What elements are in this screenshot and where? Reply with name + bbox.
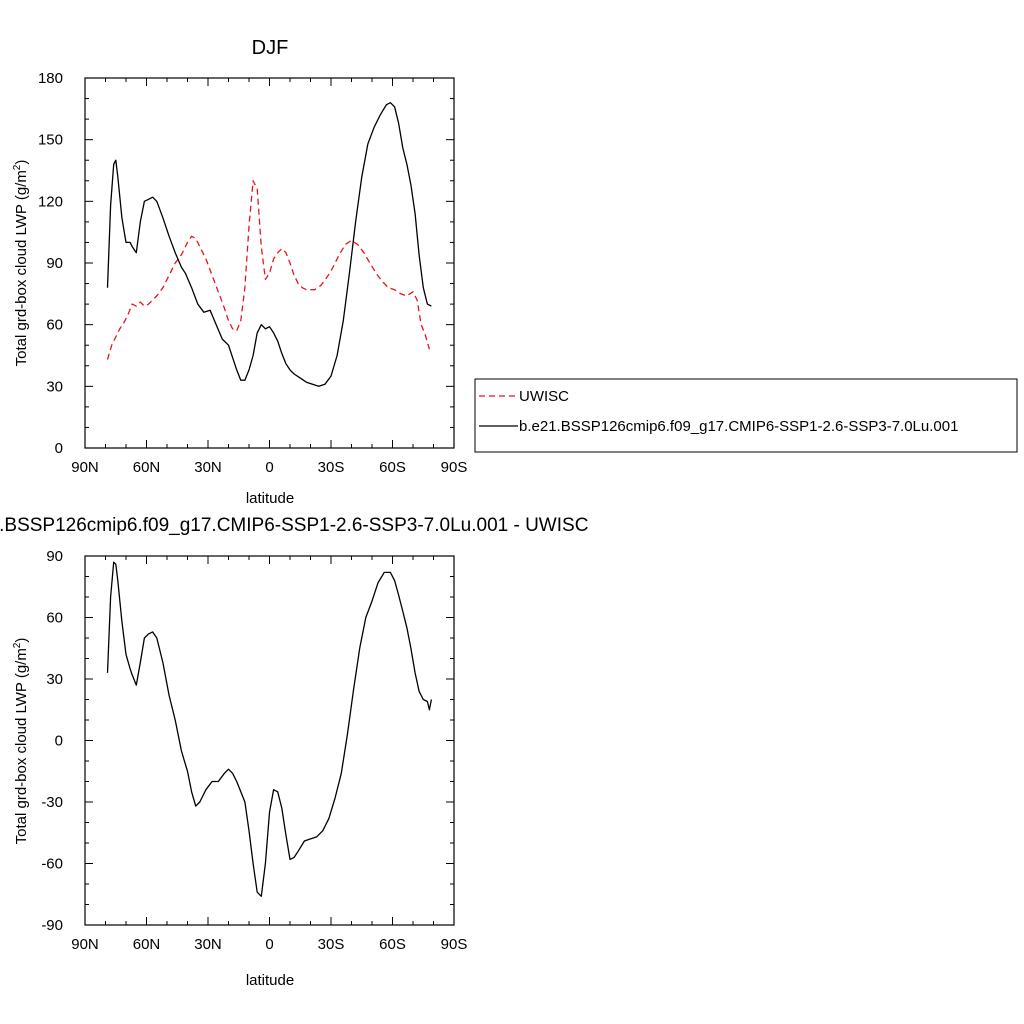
y-tick-label: 30 [46,671,63,688]
x-tick-label: 60N [133,936,161,953]
x-tick-label: 60S [379,459,406,476]
y-axis-label-tail: ) [13,160,30,165]
legend: UWISC b.e21.BSSP126cmip6.f09_g17.CMIP6-S… [474,378,1018,453]
y-axis-label-main: Total grd-box cloud LWP (g/m [13,170,30,366]
y-axis-label-main: Total grd-box cloud LWP (g/m [13,648,30,844]
y-axis-label-tail: ) [13,638,30,643]
series-line-0 [106,561,433,897]
bottom-panel: b.e21.BSSP126cmip6.f09_g17.CMIP6-SSP1-2.… [0,515,588,989]
top-panel: DJF 90N 60N 30N 0 30S 60S 90S0306090120150180 … [12,37,467,507]
x-tick-label: 30N [194,936,222,953]
y-tick-label: -90 [41,917,63,934]
y-tick-label: 60 [46,317,63,334]
plot-frame [84,555,455,926]
y-axis-label-sup: 2 [12,642,23,648]
y-tick-label: 90 [46,548,63,565]
plot-area [106,561,433,897]
axis-ticks: 90N 60N 30N 0 30S 60S 90S 0 30 60 90 120 150 180 [38,70,467,476]
x-tick-label: 30N [194,459,222,476]
x-tick-label: 0 [265,936,273,953]
axis-ticks: 90N 60N 30N 0 30S 60S 90S -90 -60 -30 0 30 60 90 [41,548,467,953]
y-tick-label: 0 [55,440,63,457]
chart-title: b.e21.BSSP126cmip6.f09_g17.CMIP6-SSP1-2.… [0,515,588,536]
x-tick-label: 90N [71,936,99,953]
y-axis-label: Total grd-box cloud LWP (g/m2) [12,160,30,367]
y-tick-label: -60 [41,856,63,873]
series-line-1 [106,102,432,387]
x-axis-label: latitude [246,490,294,507]
x-tick-label: 90N [71,459,99,476]
legend-label-model: b.e21.BSSP126cmip6.f09_g17.CMIP6-SSP1-2.… [519,418,958,435]
y-tick-label: 180 [38,70,63,87]
legend-box [474,378,1018,453]
plot-area [106,102,432,387]
series-line-0 [106,180,431,360]
y-tick-label: -30 [41,794,63,811]
y-axis-label: Total grd-box cloud LWP (g/m2) [12,638,30,845]
y-tick-label: 30 [46,378,63,395]
plot-frame [84,77,455,449]
x-tick-label: 30S [318,936,345,953]
x-tick-label: 0 [265,459,273,476]
legend-label-uwisc: UWISC [519,388,569,405]
y-tick-label: 120 [38,193,63,210]
x-tick-label: 90S [441,936,468,953]
x-tick-label: 90S [441,459,468,476]
y-tick-label: 60 [46,610,63,627]
y-tick-label: 0 [55,733,63,750]
x-tick-label: 30S [318,459,345,476]
y-tick-label: 150 [38,132,63,149]
x-tick-label: 60N [133,459,161,476]
y-tick-label: 90 [46,255,63,272]
x-tick-label: 60S [379,936,406,953]
x-axis-label: latitude [246,972,294,989]
y-axis-label-sup: 2 [12,164,23,170]
chart-title: DJF [252,37,289,59]
